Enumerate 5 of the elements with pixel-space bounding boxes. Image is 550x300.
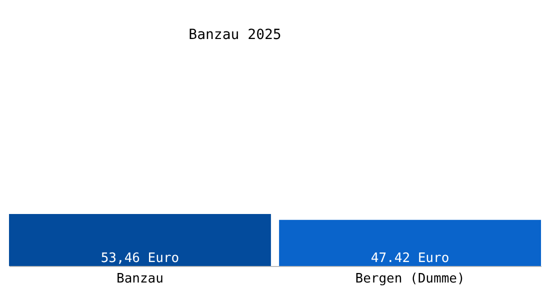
data-label: 53,46 Euro <box>100 251 180 266</box>
data-label: 47.42 Euro <box>370 251 450 266</box>
x-tick-label: Bergen (Dumme) <box>355 272 465 286</box>
chart-title: Banzau 2025 <box>188 27 282 43</box>
x-tick-label: Banzau <box>116 272 164 286</box>
